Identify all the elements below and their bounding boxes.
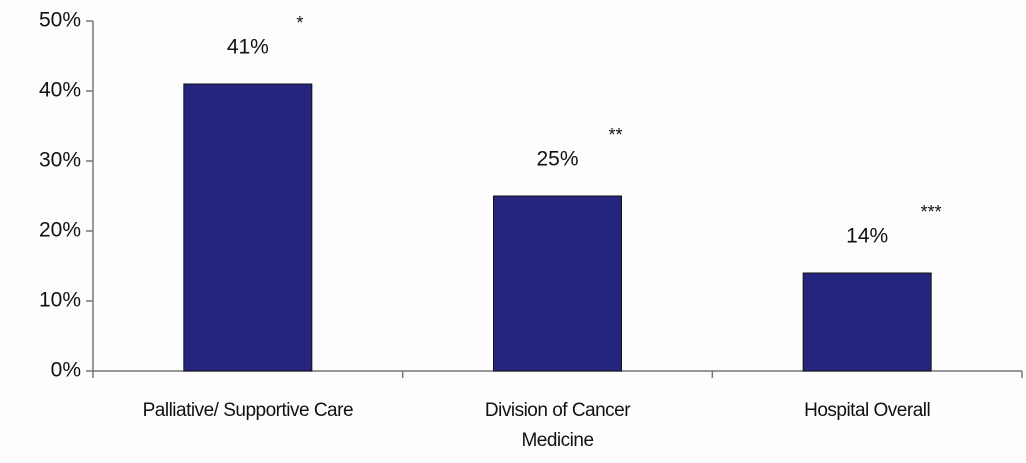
- y-tick-label: 10%: [39, 289, 81, 312]
- x-tick-label: Palliative/ Supportive Care: [142, 400, 354, 421]
- y-tick-label: 20%: [39, 219, 81, 242]
- annotation: **: [608, 125, 622, 145]
- y-tick-label: 50%: [39, 9, 81, 32]
- bar: [493, 195, 622, 372]
- bar: [802, 272, 932, 372]
- value-label: 14%: [846, 225, 888, 248]
- x-tick-label: Hospital Overall: [804, 400, 931, 421]
- value-label: 25%: [536, 148, 578, 171]
- annotation: ***: [921, 202, 942, 222]
- y-tick-label: 0%: [51, 359, 81, 382]
- y-tick-label: 40%: [39, 79, 81, 102]
- value-label: 41%: [227, 36, 269, 59]
- annotation: *: [296, 13, 303, 33]
- y-tick-label: 30%: [39, 149, 81, 172]
- x-tick-label: Division of Cancer Medicine: [484, 400, 631, 451]
- bar: [183, 83, 313, 372]
